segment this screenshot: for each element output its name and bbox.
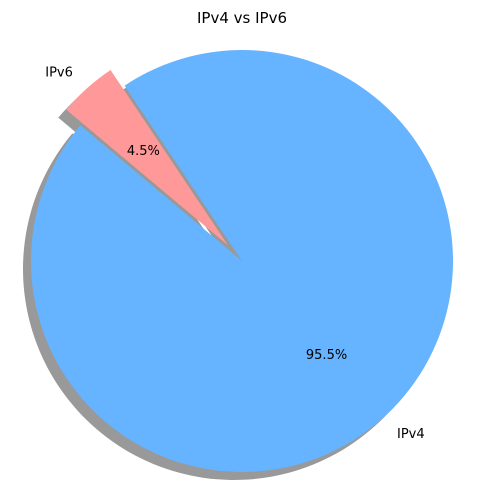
pie-slice-ipv6 — [66, 69, 228, 246]
pie-label-ipv4: IPv4 — [397, 427, 425, 442]
chart-title: IPv4 vs IPv6 — [197, 9, 287, 27]
pie-percent-ipv4: 95.5% — [306, 348, 347, 363]
pie-label-ipv6: IPv6 — [45, 66, 73, 81]
pie-percent-ipv6: 4.5% — [127, 144, 160, 159]
pie-labels: IPv4 95.5% IPv6 4.5% — [45, 66, 424, 442]
pie-slice-ipv4 — [31, 50, 454, 472]
pie-slices — [31, 50, 454, 472]
